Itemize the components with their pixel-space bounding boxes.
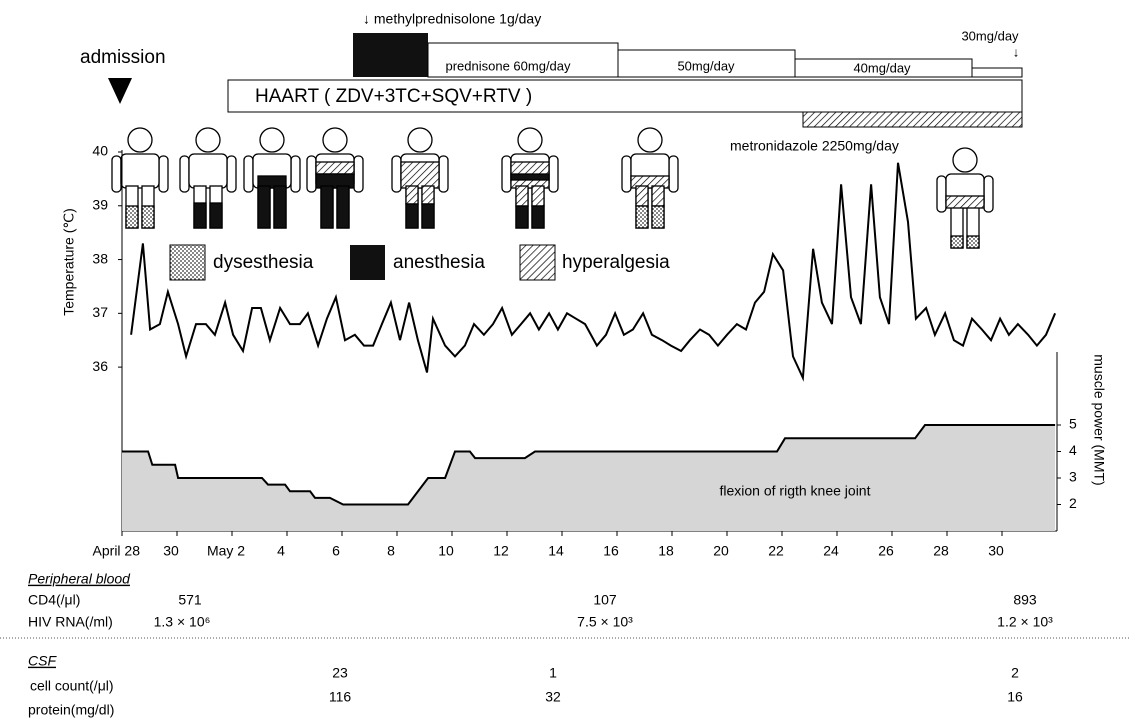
x-tick-label: 6 (332, 543, 340, 559)
legend-label: anesthesia (393, 252, 485, 273)
row-label: cell count(/μl) (30, 678, 114, 694)
haart-label: HAART ( ZDV+3TC+SQV+RTV ) (255, 86, 532, 107)
x-tick-label: 20 (713, 543, 729, 559)
legend-label: hyperalgesia (562, 252, 670, 273)
x-tick-label: 28 (933, 543, 949, 559)
x-tick-label: April 28 (93, 543, 141, 559)
cell: 116 (329, 689, 352, 705)
x-tick-label: 10 (438, 543, 454, 559)
prednisone-60-label: prednisone 60mg/day (445, 58, 571, 73)
x-tick-label: May 2 (207, 543, 245, 559)
row-label: protein(mg/dl) (28, 702, 114, 718)
y-tick-label: 36 (92, 358, 108, 374)
admission-marker (108, 78, 132, 104)
prednisone-30-bar (972, 68, 1022, 77)
methylprednisolone-bar (353, 33, 428, 77)
y-tick-label: 5 (1069, 416, 1077, 432)
cell: 571 (178, 592, 202, 608)
methylprednisolone-label: ↓ methylprednisolone 1g/day (363, 11, 541, 27)
cell: 1.3 × 10⁶ (154, 614, 211, 630)
admission-label: admission (80, 47, 166, 68)
x-tick-label: 4 (277, 543, 285, 559)
prednisone-30-arrow: ↓ (1013, 44, 1020, 59)
x-tick-label: 24 (823, 543, 839, 559)
y-tick-label: 2 (1069, 495, 1077, 511)
cell: 7.5 × 10³ (577, 614, 633, 630)
x-tick-label: 30 (988, 543, 1004, 559)
x-tick-label: 16 (603, 543, 619, 559)
table-title: Peripheral blood (28, 571, 131, 587)
y-tick-label: 38 (92, 250, 108, 266)
row-label: HIV RNA(/ml) (28, 614, 113, 630)
legend-swatch (170, 245, 205, 280)
legend-swatch (350, 245, 385, 280)
y-tick-label: 40 (92, 143, 108, 159)
cell: 2 (1011, 665, 1019, 681)
cell: 32 (545, 689, 561, 705)
prednisone-40-label: 40mg/day (853, 60, 911, 75)
y-tick-label: 4 (1069, 442, 1077, 458)
cell: 893 (1013, 592, 1037, 608)
metronidazole-label: metronidazole 2250mg/day (730, 138, 899, 154)
y-tick-label: 39 (92, 196, 108, 212)
y-tick-label: 3 (1069, 469, 1077, 485)
cell: 1 (549, 665, 557, 681)
x-tick-label: 22 (768, 543, 784, 559)
prednisone-30-label: 30mg/day (961, 28, 1019, 43)
x-tick-label: 8 (387, 543, 395, 559)
x-tick-label: 26 (878, 543, 894, 559)
cell: 16 (1007, 689, 1023, 705)
cell: 1.2 × 10³ (997, 614, 1053, 630)
row-label: CD4(/μl) (28, 592, 80, 608)
metronidazole-bar (803, 112, 1022, 127)
y-axis-label: Temperature (℃) (61, 208, 77, 316)
annotation: flexion of rigth knee joint (720, 483, 871, 499)
prednisone-50-label: 50mg/day (677, 58, 735, 73)
y-tick-label: 37 (92, 304, 108, 320)
x-tick-label: 30 (163, 543, 179, 559)
y-axis-label: muscle power (MMT) (1091, 354, 1107, 485)
x-tick-label: 14 (548, 543, 564, 559)
legend-label: dysesthesia (213, 252, 314, 273)
legend-swatch (520, 245, 555, 280)
cell: 23 (332, 665, 348, 681)
x-tick-label: 18 (658, 543, 674, 559)
x-tick-label: 12 (493, 543, 509, 559)
clinical-course: ↓ methylprednisolone 1g/day prednisone 6… (0, 0, 1131, 722)
cell: 107 (593, 592, 617, 608)
table-title: CSF (28, 653, 57, 669)
